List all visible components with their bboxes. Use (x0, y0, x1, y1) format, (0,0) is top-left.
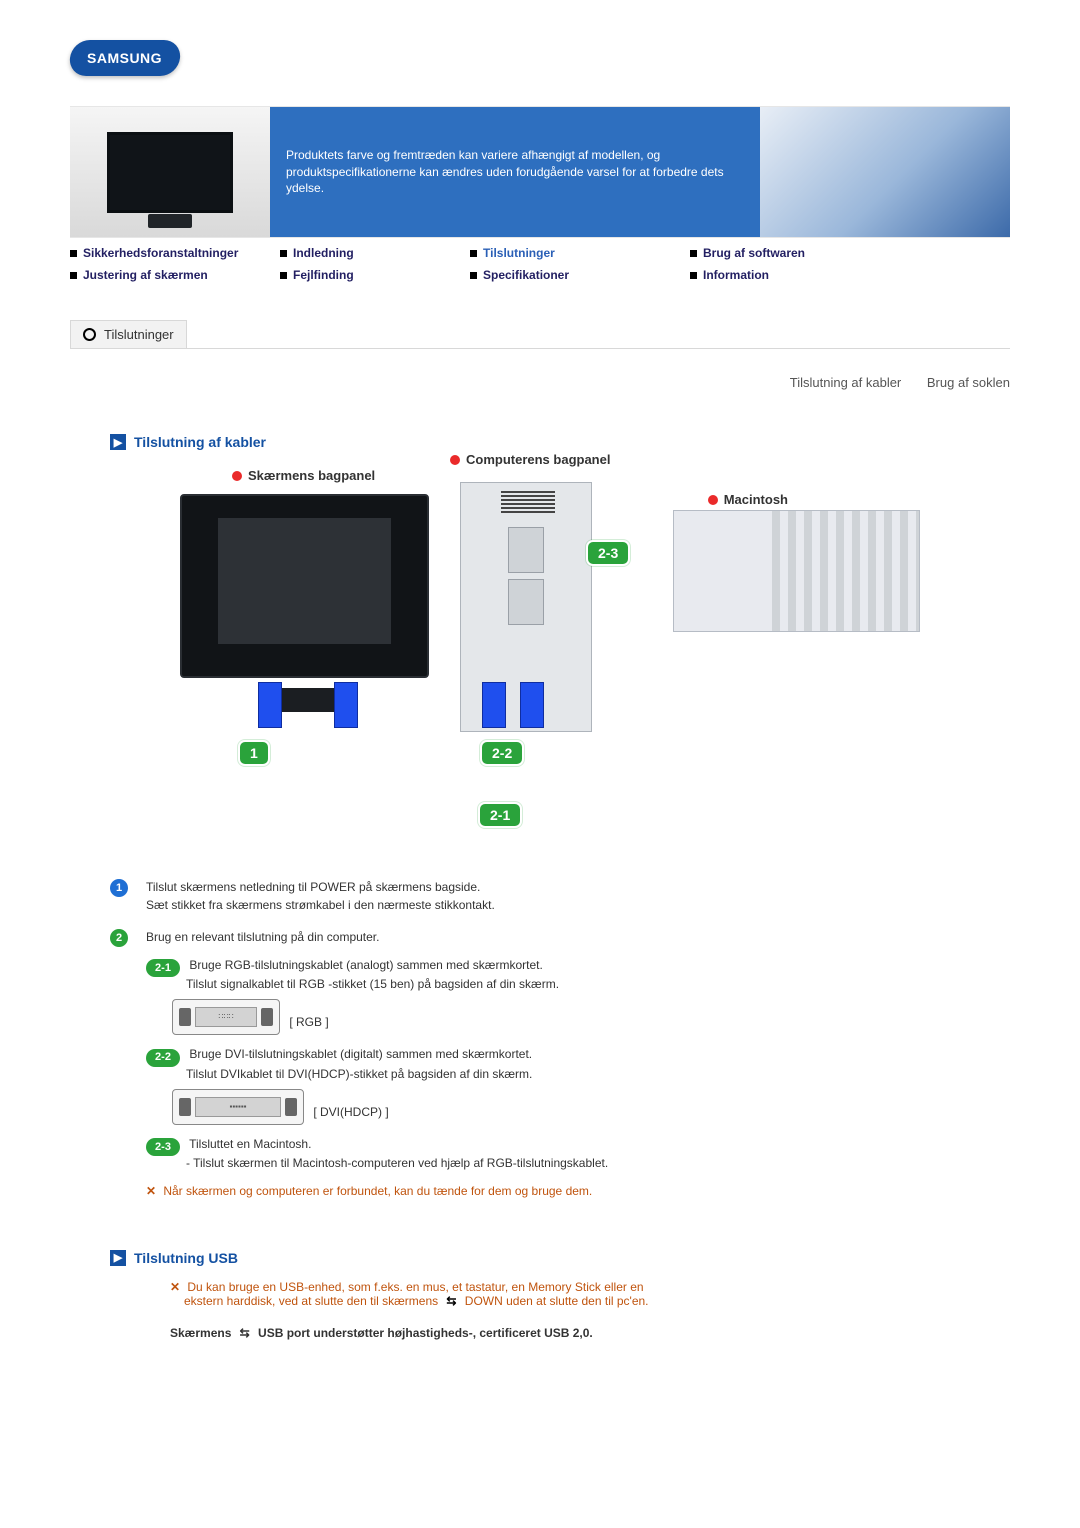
banner-decor (760, 107, 1010, 237)
section1-title: Tilslutning af kabler (134, 434, 266, 450)
label-computer-back: Computerens bagpanel (450, 452, 610, 467)
nav-fejlfinding[interactable]: Fejlfinding (280, 266, 470, 284)
connection-diagram: Skærmens bagpanel Computerens bagpanel M… (160, 464, 920, 844)
nav-sikkerhed[interactable]: Sikkerhedsforanstaltninger (70, 244, 280, 262)
x-icon: ✕ (170, 1280, 184, 1294)
banner-text: Produktets farve og fremtræden kan varie… (270, 107, 760, 237)
nav-indledning[interactable]: Indledning (280, 244, 470, 262)
step1-line2: Sæt stikket fra skærmens strømkabel i de… (146, 896, 495, 914)
substep-22: 2-2 Bruge DVI-tilslutningskablet (digita… (146, 1045, 970, 1124)
rgb-connector-icon: ∷∷∷ (172, 999, 280, 1035)
arrow-icon: ▶ (110, 1250, 126, 1266)
substep-23: 2-3 Tilsluttet en Macintosh. - Tilslut s… (146, 1135, 970, 1172)
pill-23: 2-3 (588, 542, 628, 564)
warning1-text: Når skærmen og computeren er forbundet, … (163, 1184, 592, 1198)
sublink-cables[interactable]: Tilslutning af kabler (790, 375, 902, 390)
hero-banner: Produktets farve og fremtræden kan varie… (70, 106, 1010, 238)
nav-justering[interactable]: Justering af skærmen (70, 266, 280, 284)
nav-information[interactable]: Information (690, 266, 1010, 284)
usb-bold-b: USB port understøtter højhastigheds-, ce… (258, 1326, 593, 1340)
dvi-connector-icon: ▪▪▪▪▪▪ (172, 1089, 304, 1125)
usb-support-line: Skærmens ⇆ USB port understøtter højhast… (170, 1326, 970, 1340)
rgb-connector-label: [ RGB ] (289, 1015, 328, 1029)
pill-23-inline: 2-3 (146, 1138, 180, 1156)
usb-warn-c: DOWN uden at slutte den til pc'en. (465, 1294, 649, 1308)
banner-monitor-image (70, 107, 270, 237)
usb-icon: ⇆ (441, 1294, 461, 1308)
section1-heading: ▶ Tilslutning af kabler (110, 434, 970, 450)
list-item-2: 2 Brug en relevant tilslutning på din co… (110, 928, 970, 1200)
sublink-stand[interactable]: Brug af soklen (927, 375, 1010, 390)
primary-nav: Sikkerhedsforanstaltninger Indledning Ti… (70, 244, 1010, 284)
s22-line-b: Tilslut DVIkablet til DVI(HDCP)-stikket … (186, 1065, 532, 1083)
brand-text: SAMSUNG (87, 50, 162, 66)
usb-bold-a: Skærmens (170, 1326, 235, 1340)
pill-21-inline: 2-1 (146, 959, 180, 977)
label-mac: Macintosh (708, 492, 788, 507)
s22-line-a: Bruge DVI-tilslutningskablet (digitalt) … (189, 1047, 532, 1061)
pill-21: 2-1 (480, 804, 520, 826)
list-item-1: 1 Tilslut skærmens netledning til POWER … (110, 878, 970, 914)
substep-21: 2-1 Bruge RGB-tilslutningskablet (analog… (146, 956, 970, 1035)
diagram-monitor (180, 494, 429, 678)
nav-specifikationer[interactable]: Specifikationer (470, 266, 690, 284)
red-dot-icon (708, 495, 718, 505)
x-icon: ✕ (146, 1182, 160, 1200)
step2-intro: Brug en relevant tilslutning på din comp… (146, 928, 970, 946)
plug-icon (334, 682, 358, 728)
section-tab: Tilslutninger (70, 320, 187, 348)
dvi-connector-label: [ DVI(HDCP) ] (313, 1105, 388, 1119)
s21-line-a: Bruge RGB-tilslutningskablet (analogt) s… (189, 958, 542, 972)
usb-warn-a: Du kan bruge en USB-enhed, som f.eks. en… (187, 1280, 643, 1294)
diagram-mac (673, 510, 920, 632)
label-monitor-back: Skærmens bagpanel (232, 468, 375, 483)
s23-line-a: Tilsluttet en Macintosh. (189, 1137, 311, 1151)
plug-icon (258, 682, 282, 728)
section2-title: Tilslutning USB (134, 1250, 238, 1266)
nav-software[interactable]: Brug af softwaren (690, 244, 1010, 262)
plug-icon (482, 682, 506, 728)
pill-22: 2-2 (482, 742, 522, 764)
warning-note-1: ✕ Når skærmen og computeren er forbundet… (146, 1182, 970, 1200)
instruction-list: 1 Tilslut skærmens netledning til POWER … (110, 878, 970, 1200)
step-number-1: 1 (110, 879, 128, 897)
plug-icon (520, 682, 544, 728)
s21-line-b: Tilslut signalkablet til RGB -stikket (1… (186, 975, 559, 993)
arrow-icon: ▶ (110, 434, 126, 450)
pill-22-inline: 2-2 (146, 1049, 180, 1067)
nav-tilslutninger[interactable]: Tilslutninger (470, 244, 690, 262)
red-dot-icon (232, 471, 242, 481)
usb-icon: ⇆ (235, 1326, 255, 1340)
usb-warn-b: ekstern harddisk, ved at slutte den til … (184, 1294, 441, 1308)
bullet-icon (83, 328, 96, 341)
section2-heading: ▶ Tilslutning USB (110, 1250, 970, 1266)
red-dot-icon (450, 455, 460, 465)
usb-warning: ✕ Du kan bruge en USB-enhed, som f.eks. … (170, 1280, 970, 1308)
pill-1: 1 (240, 742, 268, 764)
brand-logo: SAMSUNG (0, 40, 1080, 76)
sub-nav: Tilslutning af kabler Brug af soklen (70, 375, 1010, 390)
step-number-2: 2 (110, 929, 128, 947)
section-tab-label: Tilslutninger (104, 327, 174, 342)
step1-line1: Tilslut skærmens netledning til POWER på… (146, 878, 495, 896)
s23-line-b: - Tilslut skærmen til Macintosh-computer… (186, 1154, 608, 1172)
